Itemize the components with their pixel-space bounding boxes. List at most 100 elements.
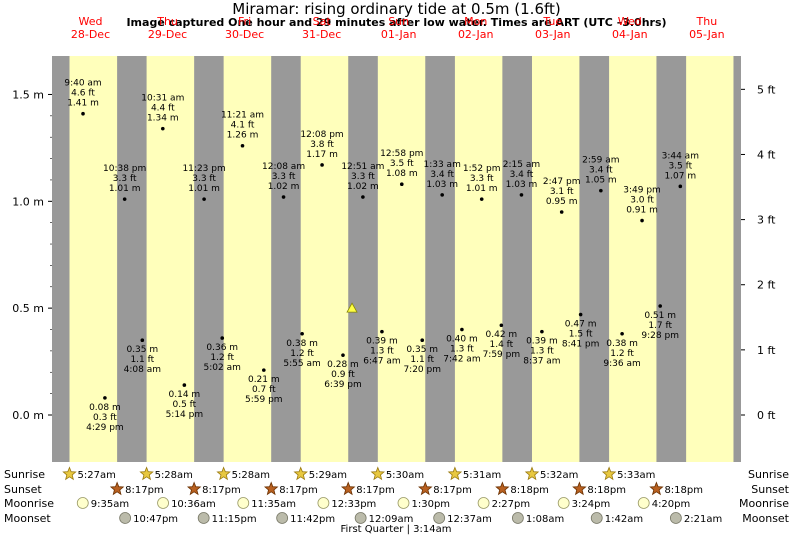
daylight-band [300, 56, 349, 462]
sunrise-icon [293, 466, 308, 481]
moonset-icon [197, 512, 210, 524]
right-axis-label: 0 ft [757, 409, 776, 422]
low-tide-point [620, 331, 624, 336]
moonset-icon [669, 512, 682, 524]
high-tide-label: 3.3 ft [272, 172, 296, 182]
high-tide-point [320, 163, 324, 167]
low-tide-point [578, 312, 583, 317]
high-tide-label: 1.34 m [147, 114, 179, 124]
day-name-label: Wed [79, 15, 103, 28]
low-tide-label: 8:41 pm [562, 340, 600, 350]
moonset-time: 1:08am [526, 514, 564, 525]
high-tide-point [122, 197, 127, 201]
right-axis-label: 4 ft [757, 148, 776, 161]
high-tide-label: 1.01 m [466, 184, 498, 194]
high-tide-label: 3.5 ft [390, 159, 414, 169]
low-tide-label: 0.36 m [206, 343, 238, 353]
high-tide-point [202, 197, 206, 201]
sunset-icon [495, 481, 510, 496]
low-tide-label: 1.3 ft [530, 347, 554, 357]
daylight-band [69, 56, 118, 462]
low-tide-label: 5:02 am [204, 363, 241, 373]
sunset-time: 8:17pm [356, 485, 395, 496]
high-tide-label: 3:49 pm [623, 186, 661, 196]
daylight-band [609, 56, 657, 462]
left-axis-label: 1.0 m [12, 195, 44, 208]
sunset-time: 8:17pm [279, 485, 318, 496]
low-tide-label: 6:39 pm [324, 380, 362, 390]
moonset-icon [119, 512, 132, 524]
high-tide-label: 1.17 m [306, 150, 338, 160]
low-tide-label: 1.7 ft [648, 321, 672, 331]
low-tide-point [182, 383, 187, 387]
sunrise-time: 5:27am [77, 470, 115, 481]
low-tide-label: 7:42 am [443, 355, 480, 365]
sunrise-time: 5:32am [540, 470, 578, 481]
high-tide-label: 1.01 m [109, 184, 141, 194]
low-tide-label: 0.21 m [248, 375, 280, 385]
high-tide-label: 3.3 ft [470, 174, 494, 184]
moonrise-time: 3:24pm [572, 499, 611, 510]
high-tide-label: 1.02 m [268, 182, 300, 192]
current-tide-marker [346, 302, 358, 313]
left-axis-label: 0.5 m [12, 302, 44, 315]
low-tide-label: 0.39 m [366, 337, 398, 347]
low-tide-label: 0.9 ft [331, 370, 355, 380]
high-tide-label: 12:58 pm [380, 149, 423, 159]
sunrise-icon [216, 466, 231, 481]
low-tide-label: 4:29 pm [86, 423, 124, 433]
high-tide-label: 3.3 ft [113, 174, 137, 184]
sunset-icon [572, 481, 587, 496]
high-tide-label: 1.05 m [585, 176, 617, 186]
left-axis-label: 0.0 m [12, 409, 44, 422]
low-tide-point [220, 336, 225, 340]
moonrise-icon [397, 497, 410, 509]
sunset-time: 8:18pm [510, 485, 549, 496]
moonrise-icon [637, 497, 650, 509]
moonset-time: 12:37am [447, 514, 492, 525]
astro-row-label-left: Moonset [4, 512, 51, 525]
high-tide-label: 1.03 m [506, 180, 538, 190]
low-tide-label: 0.38 m [286, 339, 318, 349]
moonrise-time: 10:36am [171, 499, 216, 510]
high-tide-label: 4.6 ft [71, 89, 95, 99]
low-tide-point [380, 329, 384, 334]
low-tide-label: 0.14 m [169, 390, 201, 400]
high-tide-label: 2:15 am [503, 160, 540, 170]
right-axis-label: 1 ft [757, 344, 776, 357]
moonset-time: 11:42pm [290, 514, 335, 525]
moonrise-time: 9:35am [91, 499, 129, 510]
moonset-time: 11:15pm [212, 514, 257, 525]
sunrise-icon [447, 466, 463, 481]
high-tide-label: 11:23 pm [182, 164, 225, 174]
high-tide-label: 3.5 ft [668, 161, 692, 171]
high-tide-label: 10:38 pm [103, 164, 146, 174]
high-tide-label: 3.0 ft [630, 196, 654, 206]
high-tide-label: 3.4 ft [430, 170, 454, 180]
high-tide-point [519, 193, 524, 197]
moonset-time: 2:21am [684, 514, 722, 525]
low-tide-label: 5:55 am [283, 359, 320, 369]
sunrise-icon [601, 466, 617, 481]
sunrise-time: 5:29am [309, 470, 347, 481]
moonrise-time: 1:30pm [411, 499, 450, 510]
low-tide-label: 7:20 pm [403, 365, 441, 375]
moonrise-time: 12:33pm [331, 499, 376, 510]
high-tide-point [640, 218, 644, 223]
day-name-label: Thu [156, 15, 178, 28]
low-tide-label: 1.3 ft [450, 345, 474, 355]
low-tide-label: 1.4 ft [489, 340, 513, 350]
astro-row-label-right: Sunrise [748, 468, 789, 481]
low-tide-label: 5:14 pm [166, 410, 204, 420]
low-tide-label: 4:08 am [124, 365, 161, 375]
high-tide-point [361, 195, 365, 199]
moonset-time: 10:47pm [133, 514, 178, 525]
day-name-label: Sat [313, 15, 332, 28]
high-tide-label: 1.02 m [347, 182, 379, 192]
day-name-label: Thu [696, 15, 718, 28]
low-tide-label: 0.42 m [486, 330, 518, 340]
high-tide-label: 1.08 m [386, 169, 418, 179]
right-axis-label: 2 ft [757, 279, 776, 292]
low-tide-point [103, 396, 107, 400]
high-tide-label: 10:31 am [141, 94, 184, 104]
